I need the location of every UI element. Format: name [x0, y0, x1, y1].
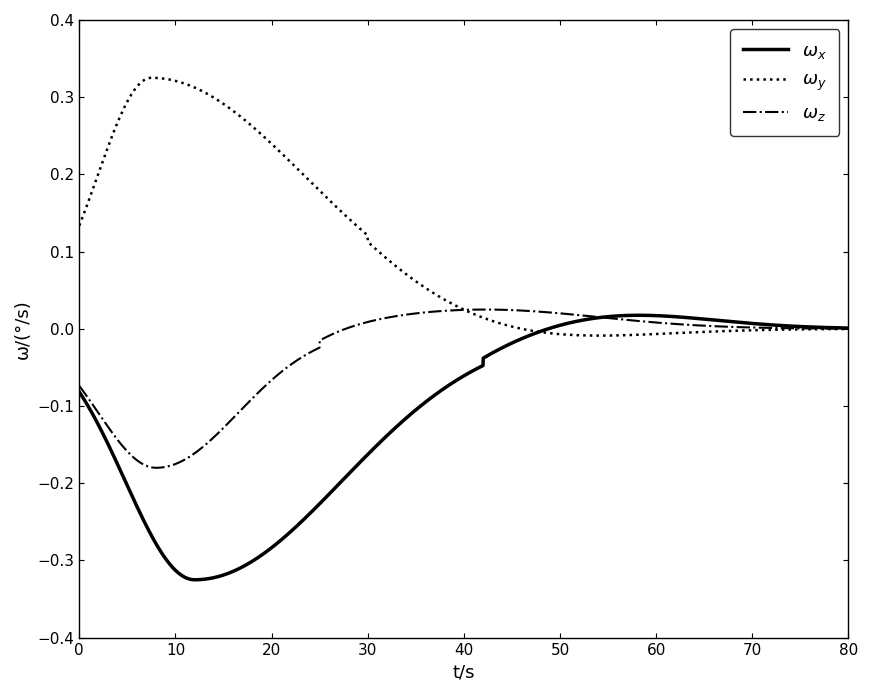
Y-axis label: ω/(°/s): ω/(°/s) — [14, 299, 32, 359]
Legend: $\omega_x$, $\omega_y$, $\omega_z$: $\omega_x$, $\omega_y$, $\omega_z$ — [730, 29, 840, 136]
$\omega_x$ — [189, 575, 200, 584]
$\omega_z$ — [480, 305, 490, 313]
$\omega_z$ — [820, 325, 830, 333]
Line: $\omega_x$: $\omega_x$ — [79, 316, 848, 580]
$\omega_y$ — [781, 325, 792, 334]
Line: $\omega_y$: $\omega_y$ — [79, 78, 848, 336]
$\omega_y$ — [633, 331, 644, 339]
$\omega_y$ — [404, 272, 414, 280]
$\omega_x$ — [404, 411, 414, 420]
$\omega_z$ — [439, 306, 450, 315]
$\omega_z$ — [398, 311, 408, 319]
$\omega_x$ — [439, 384, 450, 392]
$\omega_z$ — [633, 317, 644, 325]
$\omega_z$ — [781, 324, 792, 332]
$\omega_y$ — [843, 325, 854, 333]
$\omega_z$ — [404, 310, 414, 318]
$\omega_x$ — [634, 311, 644, 320]
$\omega_x$ — [820, 323, 830, 332]
X-axis label: t/s: t/s — [453, 663, 475, 681]
$\omega_x$ — [398, 417, 408, 425]
$\omega_z$ — [843, 325, 854, 333]
$\omega_y$ — [146, 74, 157, 82]
$\omega_y$ — [74, 222, 85, 230]
$\omega_y$ — [439, 295, 450, 304]
$\omega_z$ — [151, 464, 161, 472]
$\omega_x$ — [781, 322, 792, 330]
$\omega_x$ — [633, 311, 644, 320]
$\omega_y$ — [398, 268, 408, 276]
$\omega_y$ — [820, 325, 830, 334]
$\omega_z$ — [74, 382, 85, 390]
$\omega_y$ — [594, 332, 604, 340]
$\omega_x$ — [843, 324, 854, 332]
$\omega_x$ — [74, 388, 85, 396]
Line: $\omega_z$: $\omega_z$ — [79, 309, 848, 468]
